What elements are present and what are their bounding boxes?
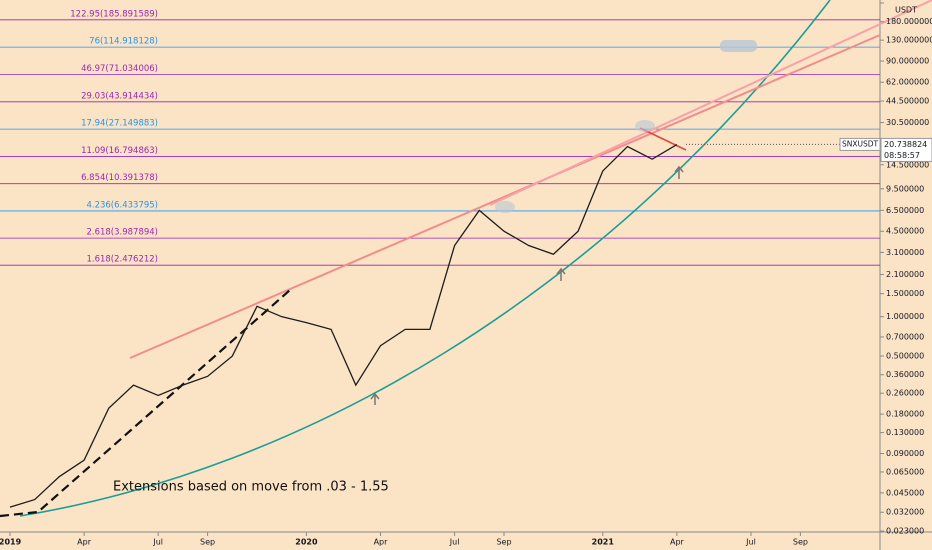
y-tick-label: 2.100000: [886, 270, 924, 279]
fib-label: 4.236(6.433795): [86, 200, 158, 210]
fib-label: 46.97(71.034006): [81, 64, 158, 74]
fib-label: 1.618(2.476212): [86, 255, 158, 265]
price-box: [880, 137, 932, 162]
y-tick-label: 62.000000: [886, 78, 929, 87]
price-line: [9, 143, 678, 508]
y-tick-label: 180.000000: [886, 17, 932, 26]
highlight: [635, 120, 655, 132]
y-tick-label: 0.500000: [886, 352, 924, 361]
x-tick-label: 2021: [592, 538, 615, 547]
x-tick-label: Apr: [670, 538, 685, 547]
y-tick-label: 0.032000: [886, 508, 924, 517]
x-tick-label: 2019: [0, 538, 22, 547]
trendline: [489, 0, 932, 206]
y-tick-label: 0.023000: [886, 527, 924, 536]
arrow: [556, 267, 566, 281]
y-tick-label: 1.000000: [886, 312, 924, 321]
symbol-box: [839, 137, 881, 151]
countdown: 08:58:57: [884, 151, 920, 160]
y-tick-label: 30.500000: [886, 118, 929, 127]
x-tick-label: Sep: [200, 538, 215, 547]
arrow: [370, 392, 380, 405]
y-tick-label: 0.180000: [886, 410, 924, 419]
y-tick-label: 0.045000: [886, 488, 924, 497]
fib-label: 76(114.918128): [89, 37, 158, 47]
x-tick-label: Jul: [449, 538, 460, 547]
trendline: [129, 34, 881, 359]
fib-label: 6.854(10.391378): [81, 173, 158, 183]
y-tick-label: 0.700000: [886, 332, 924, 341]
x-tick-label: Jul: [745, 538, 756, 547]
y-tick-label: 0.130000: [886, 428, 924, 437]
fib-label: 2.618(3.987894): [86, 228, 158, 238]
y-tick-label: 6.500000: [886, 206, 924, 215]
fib-label: 11.09(16.794863): [81, 146, 158, 156]
y-tick-label: 4.500000: [886, 227, 924, 236]
x-tick-label: Jul: [152, 538, 163, 547]
y-tick-label: 0.360000: [886, 370, 924, 379]
arrow: [674, 165, 684, 179]
x-tick-label: Sep: [496, 538, 511, 547]
fib-label: 122.95(185.891589): [70, 9, 158, 19]
last-price: 20.738824: [884, 140, 927, 149]
highlight-box: [720, 40, 757, 52]
x-tick-label: Apr: [77, 538, 92, 547]
y-tick-label: 3.100000: [886, 248, 924, 257]
y-tick-label: 0.090000: [886, 449, 924, 458]
y-tick-label: 0.065000: [886, 467, 924, 476]
annotation: Extensions based on move from .03 - 1.55: [113, 480, 389, 495]
drawings: [0, 0, 932, 518]
y-tick-label: 1.500000: [886, 289, 924, 298]
support-curve: [19, 0, 831, 517]
currency-label: USDT: [895, 6, 917, 15]
highlight: [495, 201, 515, 213]
y-tick-label: 9.500000: [886, 184, 924, 193]
y-tick-label: 0.260000: [886, 389, 924, 398]
x-tick-label: Apr: [374, 538, 389, 547]
x-tick-label: 2020: [295, 538, 318, 547]
y-tick-label: 90.000000: [886, 57, 929, 66]
fib-label: 17.94(27.149883): [81, 119, 158, 129]
symbol-label: SNXUSDT: [842, 139, 879, 148]
y-tick-label: 14.500000: [886, 160, 929, 169]
fib-label: 29.03(43.914434): [81, 91, 158, 101]
y-tick-label: 44.500000: [886, 97, 929, 106]
x-tick-label: Sep: [793, 538, 808, 547]
y-tick-label: 130.000000: [886, 36, 932, 45]
